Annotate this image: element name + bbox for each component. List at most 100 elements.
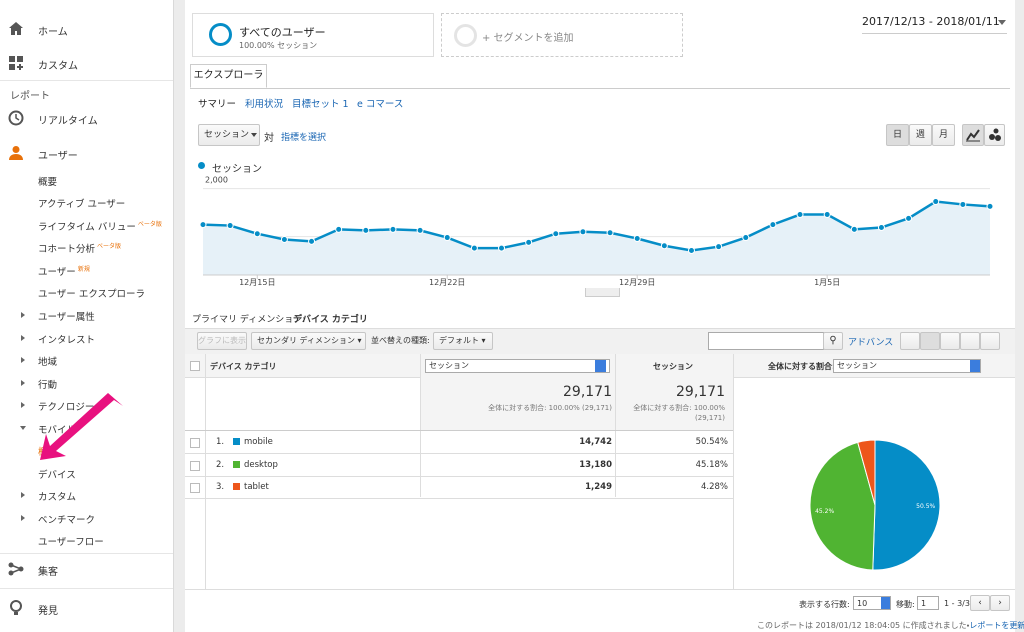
row-checkbox[interactable] [190,438,200,448]
refresh-link[interactable]: レポートを更新 [969,621,1024,630]
column-rule [615,354,616,497]
nav-item[interactable]: カスタム [0,52,173,74]
row-rule [185,589,1015,590]
row-rule [185,430,733,431]
row-checkbox[interactable] [190,460,200,471]
subtab[interactable]: 利用状況 [245,99,284,110]
nav-label: ユーザー 新規 [38,266,90,279]
metric-column-select[interactable]: セッション [425,359,610,373]
sort-label: 並べ替えの種類: [371,336,430,345]
date-range-text: 2017/12/13 - 2018/01/11 [862,15,1000,28]
nav-item[interactable]: 概要 [0,439,173,461]
view-button[interactable] [920,332,940,350]
period-button[interactable]: 日 [886,124,909,146]
column-header[interactable]: デバイス カテゴリ [210,362,277,371]
sort-select[interactable]: デフォルト ▾ [433,332,493,350]
sidebar: レポート ホーム カスタム リアルタイム ユーザー 概要 アクティブ ユーザー ライフタイム… [0,0,174,632]
nav-item[interactable]: テクノロジー [0,394,173,416]
nav-label: ホーム [38,27,68,38]
nav-item[interactable]: ユーザー属性 [0,304,173,326]
nav-item[interactable]: コホート分析 ベータ版 [0,236,173,258]
nav-label: リアルタイム [38,116,98,127]
rows-label: 表示する行数: [799,600,850,609]
chart-collapse[interactable] [585,288,620,297]
page-range: 1 - 3/3 [944,599,970,608]
nav-item[interactable]: カスタム [0,484,173,506]
nav-item[interactable]: アクティブ ユーザー [0,191,173,213]
nav-label: モバイル [38,425,77,436]
expand-arrow [20,426,26,430]
search-input[interactable] [708,332,824,350]
select-metric[interactable]: 指標を選択 [281,133,327,143]
view-button[interactable] [960,332,980,350]
nav-item[interactable]: ユーザー [0,142,173,164]
row-sessions: 13,180 [579,459,612,470]
segment-card[interactable]: すべてのユーザー 100.00% セッション [192,13,434,57]
tab[interactable]: エクスプローラ [190,64,267,88]
date-range[interactable]: 2017/12/13 - 2018/01/11 [862,15,1007,34]
nav-item[interactable]: ライフタイム バリュー ベータ版 [0,214,173,236]
row-rule [185,475,733,477]
metric-select[interactable]: セッション [198,124,260,146]
nav-item[interactable]: 集客 [0,558,173,580]
nav-item[interactable]: デバイス [0,462,173,484]
nav-item[interactable]: モバイル [0,417,173,439]
subtab[interactable]: 目標セット 1 [292,99,349,110]
rows-select[interactable]: 10 [853,596,891,610]
subtab[interactable]: e コマース [357,99,404,110]
expand-arrow [21,357,25,363]
tab-rule [190,88,1010,89]
period-button[interactable]: 月 [932,124,955,146]
metric-select-text: セッション [204,130,250,140]
row-index: 2. [216,459,225,470]
subtab[interactable]: サマリー [198,99,237,110]
row-sessions: 14,742 [579,437,612,447]
nav-item[interactable]: ユーザー エクスプローラ [0,281,173,303]
separator [0,588,173,589]
select-arrow [881,597,890,609]
view-button[interactable] [940,332,960,350]
nav-icon [10,600,22,615]
select-all[interactable] [190,361,200,371]
row-index: 3. [216,482,225,492]
goto-input[interactable]: 1 [917,596,939,610]
column-header[interactable]: セッション [653,362,693,371]
nav-item[interactable]: ユーザー 新規 [0,259,173,281]
view-button[interactable] [980,332,1000,350]
pie-metric-select[interactable]: セッション [833,359,981,373]
row-dimension[interactable]: desktop [244,459,278,470]
period-button[interactable]: 週 [909,124,932,146]
nav-item[interactable]: 概要 [0,169,173,191]
nav-item[interactable]: インタレスト [0,327,173,349]
nav-item[interactable]: 行動 [0,372,173,394]
add-segment[interactable]: + セグメントを追加 [441,13,683,57]
segment-icon [209,23,232,46]
column-header: 全体に対する割合: [768,362,836,371]
separator [0,80,173,81]
row-index: 1. [216,437,225,447]
nav-item[interactable]: 発見 [0,597,173,619]
motion-chart-button[interactable] [984,124,1005,146]
search-button[interactable]: ⚲ [823,332,843,350]
nav-badge: ベータ版 [97,243,122,250]
select-arrow [970,360,980,372]
next-page[interactable]: › [990,595,1010,611]
nav-item[interactable]: リアルタイム [0,107,173,129]
prev-page[interactable]: ‹ [970,595,990,611]
row-dimension[interactable]: tablet [244,482,269,492]
nav-icon [8,110,24,126]
row-checkbox[interactable] [190,483,200,493]
secondary-dimension[interactable]: セカンダリ ディメンション ▾ [251,332,366,350]
nav-label: ベンチマーク [38,515,96,526]
total-value: 29,171 [676,384,725,400]
advanced-link[interactable]: アドバンス [848,338,894,348]
nav-item[interactable]: ホーム [0,18,173,40]
nav-item[interactable]: 地域 [0,349,173,371]
nav-label: 集客 [38,567,58,578]
nav-item[interactable]: ベンチマーク [0,507,173,529]
nav-item[interactable]: ユーザーフロー [0,529,173,551]
legend-swatch [198,162,205,169]
line-chart-button[interactable] [962,124,984,146]
view-button[interactable] [900,332,920,350]
row-dimension[interactable]: mobile [244,437,273,447]
